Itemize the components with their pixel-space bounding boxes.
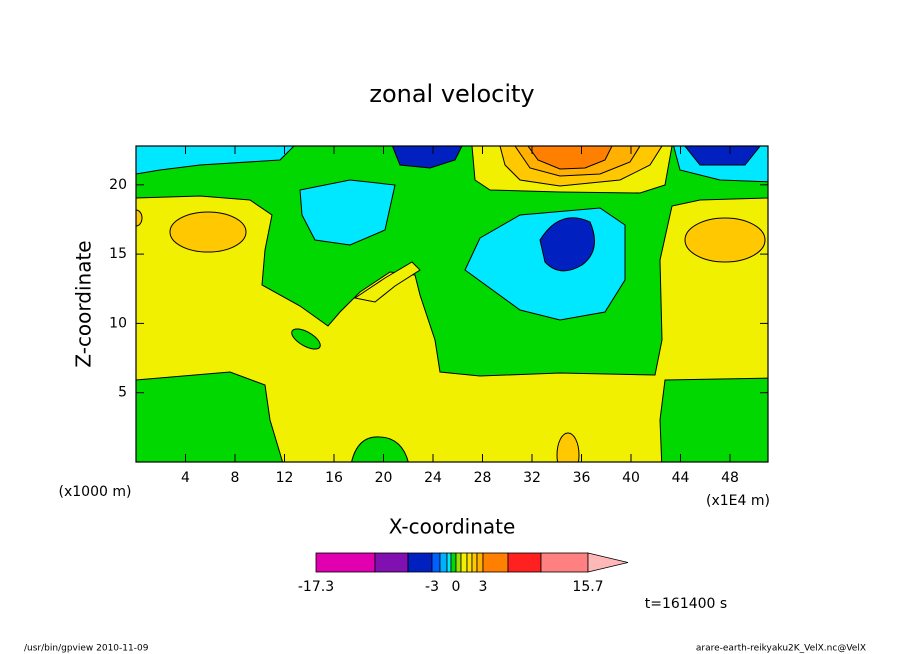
region [169, 211, 247, 253]
region [136, 209, 143, 227]
colorbar-segment [315, 552, 376, 573]
colorbar-segment [439, 552, 448, 573]
plot-frame [135, 145, 769, 463]
region [684, 146, 761, 166]
region [391, 146, 463, 169]
region [299, 179, 396, 246]
colorbar-segment [540, 552, 589, 573]
region [136, 146, 295, 175]
x-tick-label: 32 [523, 470, 541, 486]
x-tick-label: 28 [474, 470, 492, 486]
colorbar-segment [471, 552, 478, 573]
colorbar-extension [587, 552, 629, 573]
colorbar-segment [476, 552, 484, 573]
colorbar-segment [455, 552, 462, 573]
colorbar-segment [460, 552, 468, 573]
x-unit-label: (x1E4 m) [706, 493, 770, 509]
time-label: t=161400 s [645, 596, 727, 612]
colorbar-segment [466, 552, 473, 573]
colorbar-tick-label: -3 [425, 579, 439, 595]
x-tick-label: 20 [375, 470, 393, 486]
y-tick-label: 20 [109, 177, 127, 193]
colorbar-tick-label: 0 [452, 579, 461, 595]
x-tick-label: 48 [721, 470, 739, 486]
colorbar-segment [374, 552, 409, 573]
footer: /usr/bin/gpview 2010-11-09 [24, 644, 149, 654]
region [539, 217, 595, 272]
x-tick-label: 44 [672, 470, 690, 486]
y-axis-label: Z-coordinate [72, 240, 96, 367]
region [353, 261, 421, 303]
x-axis-label: X-coordinate [389, 515, 516, 539]
x-tick-label: 24 [424, 470, 442, 486]
colorbar-segment [407, 552, 433, 573]
colorbar-tick-label: -17.3 [298, 579, 334, 595]
colorbar-tick-label: 15.7 [572, 579, 603, 595]
contour-field [136, 146, 768, 462]
region [136, 371, 284, 462]
colorbar-tick-label: 3 [479, 579, 488, 595]
x-unit-label: (x1000 m) [59, 484, 132, 500]
x-tick-label: 8 [231, 470, 240, 486]
x-tick-label: 12 [276, 470, 294, 486]
colorbar-segment [431, 552, 441, 573]
chart-title: zonal velocity [369, 80, 534, 108]
region [351, 436, 409, 462]
footer: arare-earth-reikyaku2K_VelX.nc@VelX [696, 644, 866, 654]
region [136, 146, 768, 377]
x-tick-label: 4 [181, 470, 190, 486]
region [659, 377, 768, 462]
colorbar-segment [482, 552, 509, 573]
colorbar-segment [450, 552, 457, 573]
x-tick-label: 16 [325, 470, 343, 486]
colorbar-segment [507, 552, 542, 573]
region [527, 146, 613, 170]
y-tick-label: 5 [118, 385, 127, 401]
region [291, 328, 321, 350]
region [556, 432, 580, 462]
colorbar-segment [446, 552, 452, 573]
x-tick-label: 36 [573, 470, 591, 486]
y-tick-label: 15 [109, 246, 127, 262]
region [684, 217, 766, 263]
x-tick-label: 40 [622, 470, 640, 486]
y-tick-label: 10 [109, 315, 127, 331]
